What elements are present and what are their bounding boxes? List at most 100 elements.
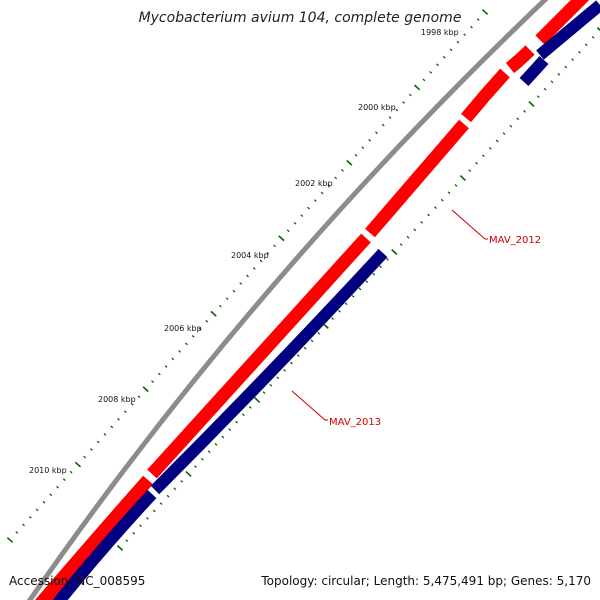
kbp-tick-outer	[596, 27, 600, 32]
kbp-tick	[449, 48, 453, 52]
kbp-tick-outer	[420, 221, 424, 224]
kbp-tick	[341, 169, 344, 172]
kbp-tick-outer	[173, 487, 177, 491]
kbp-tick	[74, 461, 82, 468]
kbp-tick-outer	[322, 323, 329, 329]
gene-forward-mav-2012[interactable]	[365, 119, 469, 238]
callout-line	[451, 209, 488, 240]
kbp-tick	[259, 259, 263, 263]
kbp-tick-outer	[303, 346, 307, 350]
kbp-tick	[273, 244, 277, 248]
kbp-tick	[239, 282, 243, 285]
kbp-tick-outer	[557, 73, 561, 76]
kbp-tick-outer	[391, 249, 398, 255]
kbp-tick-outer	[413, 228, 417, 232]
kbp-tick-outer	[571, 58, 574, 61]
kbp-tick-outer	[427, 213, 430, 217]
kbp-tick-label: 2006 kbp	[164, 324, 202, 333]
gene-reverse-mav-2013[interactable]	[150, 248, 388, 495]
kbp-tick-outer	[406, 235, 410, 239]
gene-forward[interactable]	[535, 0, 590, 45]
kbp-tick-outer	[459, 175, 466, 181]
callout-line	[291, 390, 328, 421]
kbp-tick-outer	[379, 265, 382, 269]
kbp-tick	[402, 101, 405, 104]
kbp-tick	[171, 357, 175, 361]
kbp-tick-outer	[338, 309, 341, 313]
kbp-tick-outer	[516, 117, 520, 121]
kbp-tick-outer	[351, 295, 355, 298]
gene-callout-mav-2012: MAV_2012	[451, 209, 541, 246]
kbp-tick-outer	[365, 280, 369, 283]
genome-title: Mycobacterium avium 104, complete genome	[138, 10, 462, 26]
kbp-tick-label: 2010 kbp	[29, 466, 67, 475]
kbp-tick	[15, 531, 19, 534]
kbp-tick-outer	[262, 391, 266, 394]
kbp-tick	[198, 327, 202, 331]
kbp-tick	[334, 176, 338, 180]
kbp-tick	[300, 214, 304, 217]
kbp-tick	[142, 386, 149, 393]
kbp-tick	[35, 508, 39, 512]
kbp-tick-outer	[528, 101, 535, 107]
kbp-tick	[395, 108, 399, 112]
kbp-tick	[320, 191, 324, 195]
kbp-tick-outer	[194, 465, 197, 468]
genome-backbone-arc	[24, 0, 552, 600]
kbp-tick-outer	[207, 450, 211, 454]
kbp-tick	[232, 289, 236, 293]
gene-reverse[interactable]	[52, 489, 157, 600]
kbp-tick	[69, 470, 73, 474]
kbp-tick-label: 2000 kbp	[358, 103, 396, 112]
kbp-tick	[375, 131, 378, 135]
kbp-tick-outer	[221, 435, 225, 439]
kbp-tick-outer	[185, 471, 192, 477]
gene-reverse[interactable]	[536, 0, 600, 60]
kbp-tick	[368, 138, 372, 142]
kbp-tick-outer	[434, 206, 437, 209]
gene-forward[interactable]	[147, 233, 371, 479]
kbp-tick	[117, 417, 120, 421]
kbp-tick-marks	[6, 9, 600, 551]
gene-forward[interactable]	[35, 475, 153, 600]
genome-backbone-arc	[26, 0, 549, 600]
kbp-tick-outer	[139, 524, 142, 528]
kbp-tick-outer	[488, 147, 492, 150]
kbp-tick-outer	[180, 480, 184, 483]
kbp-tick	[463, 33, 467, 36]
gene-label-mav-2012[interactable]: MAV_2012	[489, 235, 541, 246]
gene-label-mav-2013[interactable]: MAV_2013	[329, 417, 381, 428]
kbp-tick-outer	[254, 397, 261, 403]
kbp-tick-label: 2002 kbp	[295, 179, 333, 188]
kbp-tick-outer	[372, 272, 376, 276]
kbp-tick-outer	[283, 369, 286, 372]
kbp-tick-outer	[214, 443, 218, 446]
kbp-tick	[388, 116, 392, 119]
gene-forward[interactable]	[505, 45, 535, 74]
kbp-tick-outer	[317, 332, 321, 335]
kbp-tick-outer	[344, 302, 348, 306]
kbp-tick	[103, 433, 107, 436]
kbp-tick-outer	[200, 457, 204, 461]
kbp-tick-outer	[235, 420, 238, 424]
kbp-tick	[307, 206, 310, 210]
gene-forward[interactable]	[460, 68, 510, 123]
kbp-tick-outer	[399, 243, 403, 246]
gene-reverse[interactable]	[519, 55, 549, 87]
kbp-tick	[157, 372, 161, 376]
kbp-tick	[56, 485, 59, 489]
kbp-tick	[185, 342, 188, 346]
kbp-tick	[6, 537, 14, 543]
kbp-tick-outer	[584, 43, 588, 47]
kbp-tick	[456, 40, 460, 44]
kbp-tick-outer	[482, 154, 485, 158]
kbp-tick	[422, 78, 426, 82]
kbp-tick-outer	[591, 36, 595, 39]
kbp-tick	[408, 93, 412, 97]
kbp-tick	[481, 9, 489, 15]
kbp-tick	[164, 365, 168, 368]
kbp-tick	[246, 274, 249, 278]
kbp-tick	[381, 123, 385, 127]
